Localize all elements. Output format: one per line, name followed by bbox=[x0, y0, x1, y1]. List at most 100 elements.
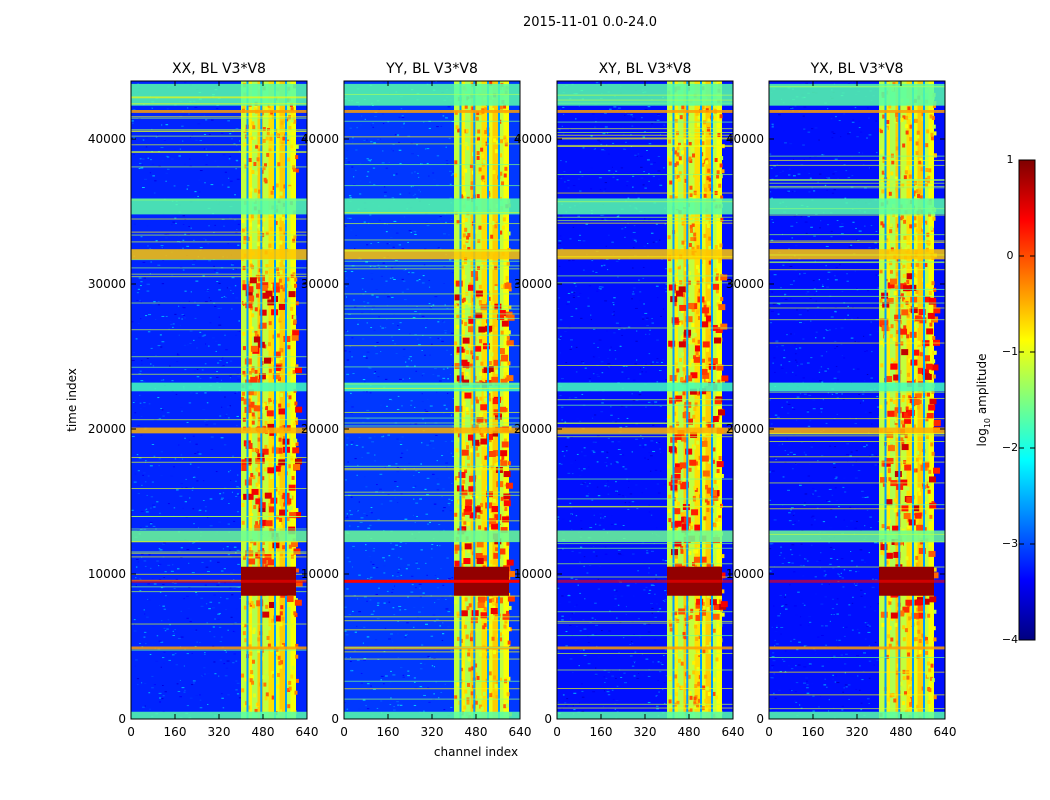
heatmap-cell bbox=[295, 155, 299, 160]
heatmap-cell bbox=[483, 522, 487, 527]
heatmap-cell bbox=[632, 553, 635, 555]
heatmap-cell bbox=[220, 437, 224, 439]
heatmap-cell bbox=[375, 288, 378, 290]
heatmap-cell bbox=[251, 368, 255, 373]
heatmap-cell bbox=[363, 658, 367, 660]
heatmap-cell bbox=[150, 363, 152, 365]
heatmap-cell bbox=[135, 558, 139, 560]
y-tick-label: 20000 bbox=[301, 422, 339, 436]
heatmap-cell bbox=[705, 157, 709, 162]
heatmap-cell bbox=[434, 574, 437, 576]
heatmap-cell bbox=[366, 636, 370, 638]
heatmap-cell bbox=[448, 259, 452, 261]
heatmap-cell bbox=[676, 152, 680, 157]
heatmap-cell bbox=[162, 657, 165, 659]
heatmap-cell bbox=[639, 444, 642, 446]
heatmap-cell bbox=[614, 421, 618, 423]
heatmap-cell bbox=[634, 651, 637, 653]
heatmap-cell bbox=[680, 549, 684, 554]
heatmap-cell bbox=[177, 691, 181, 693]
heatmap-cell bbox=[607, 493, 610, 495]
heatmap-cell bbox=[486, 433, 494, 440]
rfi-line bbox=[131, 552, 307, 554]
heatmap-cell bbox=[694, 624, 698, 629]
heatmap-cell bbox=[369, 168, 371, 170]
heatmap-cell bbox=[165, 237, 168, 239]
heatmap-cell bbox=[145, 146, 148, 148]
heatmap-cell bbox=[674, 554, 678, 559]
heatmap-cell bbox=[400, 452, 404, 454]
heatmap-cell bbox=[715, 473, 719, 478]
heatmap-cell bbox=[655, 241, 658, 243]
heatmap-cell bbox=[393, 174, 396, 176]
rfi-line bbox=[344, 698, 520, 700]
heatmap-cell bbox=[702, 358, 706, 363]
heatmap-cell bbox=[352, 415, 354, 417]
heatmap-cell bbox=[187, 185, 190, 187]
heatmap-cell bbox=[350, 444, 353, 446]
heatmap-cell bbox=[214, 269, 216, 271]
heatmap-cell bbox=[188, 300, 190, 302]
heatmap-cell bbox=[156, 560, 159, 562]
heatmap-cell bbox=[716, 239, 720, 244]
heatmap-cell bbox=[191, 684, 194, 686]
heatmap-cell bbox=[248, 470, 252, 475]
heatmap-cell bbox=[674, 611, 678, 616]
heatmap-cell bbox=[378, 267, 381, 269]
heatmap-cell bbox=[613, 297, 616, 299]
heatmap-cell bbox=[366, 600, 368, 602]
heatmap-cell bbox=[463, 508, 471, 515]
heatmap-cell bbox=[255, 498, 263, 505]
heatmap-cell bbox=[370, 124, 373, 126]
heatmap-cell bbox=[264, 669, 268, 674]
heatmap-cell bbox=[695, 265, 699, 270]
rfi-band bbox=[344, 427, 520, 434]
heatmap-cell bbox=[267, 467, 275, 474]
heatmap-cell bbox=[208, 260, 212, 262]
heatmap-cell bbox=[235, 495, 238, 497]
heatmap-cell bbox=[463, 244, 467, 249]
heatmap-cell bbox=[254, 448, 258, 453]
heatmap-cell bbox=[503, 376, 507, 381]
heatmap-cell bbox=[238, 487, 240, 489]
heatmap-cell bbox=[462, 233, 466, 238]
heatmap-cell bbox=[235, 608, 238, 610]
heatmap-cell bbox=[411, 153, 414, 155]
heatmap-cell bbox=[187, 113, 190, 115]
heatmap-cell bbox=[251, 447, 255, 452]
heatmap-cell bbox=[416, 516, 418, 518]
heatmap-cell bbox=[227, 243, 229, 245]
heatmap-cell bbox=[402, 280, 406, 282]
heatmap-cell bbox=[697, 698, 701, 703]
heatmap-cell bbox=[476, 320, 480, 325]
heatmap-cell bbox=[149, 521, 153, 523]
heatmap-cell bbox=[650, 363, 653, 365]
heatmap-cell bbox=[467, 326, 475, 333]
heatmap-cell bbox=[444, 304, 446, 306]
heatmap-cell bbox=[466, 521, 470, 526]
heatmap-cell bbox=[598, 177, 602, 179]
heatmap-cell bbox=[466, 445, 470, 450]
heatmap-cell bbox=[369, 160, 371, 162]
heatmap-cell bbox=[425, 699, 428, 701]
heatmap-cell bbox=[460, 518, 464, 523]
heatmap-cell bbox=[572, 672, 574, 674]
heatmap-cell bbox=[439, 216, 442, 218]
heatmap-cell bbox=[261, 675, 265, 680]
rfi-line bbox=[344, 491, 520, 493]
flare-line bbox=[131, 579, 307, 583]
heatmap-cell bbox=[414, 171, 416, 173]
heatmap-cell bbox=[470, 630, 474, 635]
heatmap-cell bbox=[290, 273, 294, 278]
heatmap-cell bbox=[405, 543, 407, 545]
heatmap-cell bbox=[144, 178, 148, 180]
heatmap-cell bbox=[164, 233, 168, 235]
heatmap-cell bbox=[494, 286, 498, 291]
heatmap-cell bbox=[391, 343, 394, 345]
heatmap-cell bbox=[675, 232, 679, 237]
heatmap-cell bbox=[262, 127, 266, 132]
heatmap-cell bbox=[265, 604, 269, 609]
heatmap-cell bbox=[385, 266, 388, 268]
heatmap-cell bbox=[152, 365, 155, 367]
heatmap-cell bbox=[640, 177, 644, 179]
